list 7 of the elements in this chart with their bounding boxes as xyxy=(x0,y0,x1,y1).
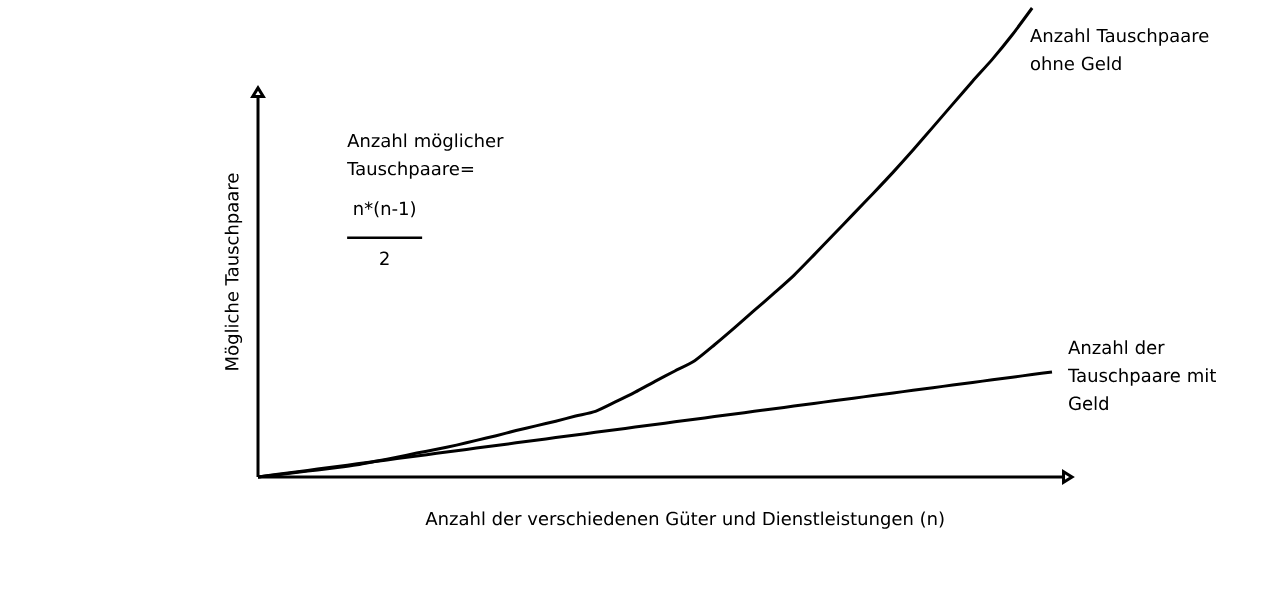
series-label: Anzahl der Tauschpaare mit Geld xyxy=(1068,340,1216,411)
annotation: n*(n-1) xyxy=(354,201,415,218)
y-axis-title: Mögliche Tauschpaare xyxy=(224,173,243,370)
annotation: Anzahl möglicher Tauschpaare= xyxy=(347,133,504,179)
series-label: Anzahl Tauschpaare ohne Geld xyxy=(1030,28,1209,71)
x-axis-title: Anzahl der verschiedenen Güter und Dienstleistungen (n) xyxy=(425,511,944,529)
annotation: 2 xyxy=(380,251,389,265)
